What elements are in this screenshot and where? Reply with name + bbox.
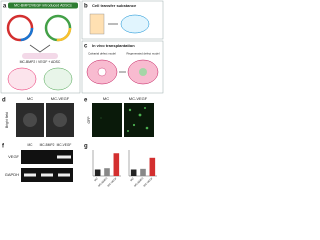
column-label: MC bbox=[27, 96, 33, 101]
row-label: GAPDH bbox=[5, 172, 19, 177]
x-tick-label: MC-BMP2 bbox=[97, 176, 109, 188]
tube bbox=[22, 53, 58, 59]
bar bbox=[94, 169, 101, 176]
figure: a MC-BMP2/VEGF introduced ADSCs MC-BMP2 … bbox=[0, 0, 164, 188]
column-label: MC-VEGF bbox=[57, 143, 72, 147]
bar bbox=[104, 168, 110, 176]
panel-label: f bbox=[2, 144, 5, 150]
band bbox=[57, 155, 71, 159]
band bbox=[24, 173, 36, 177]
title-box bbox=[8, 2, 78, 9]
bar bbox=[140, 168, 146, 176]
column-label: MC bbox=[103, 96, 109, 101]
column-label: MC bbox=[28, 143, 34, 147]
cell bbox=[43, 67, 73, 91]
cell-cluster bbox=[53, 113, 67, 127]
band bbox=[41, 173, 53, 177]
x-tick-label: MC-VEGF bbox=[106, 176, 118, 188]
caption: Regenerated defect model bbox=[127, 52, 160, 56]
column-label: MC-BMP2 bbox=[40, 143, 55, 147]
gel bbox=[21, 150, 73, 164]
panel-label: d bbox=[2, 98, 6, 104]
panel-b-frame bbox=[81, 0, 164, 40]
column-label: MC-VEGF bbox=[51, 96, 70, 101]
panel-title: In vivo transplantation bbox=[92, 43, 135, 48]
x-tick-label: MC bbox=[129, 176, 135, 182]
fluorescence bbox=[100, 107, 149, 132]
cell-cluster bbox=[23, 113, 37, 127]
panel-c-frame bbox=[81, 40, 164, 94]
micrograph bbox=[92, 103, 122, 137]
plasmid-segment bbox=[44, 14, 72, 42]
bar bbox=[149, 157, 156, 176]
cell bbox=[7, 67, 37, 91]
panel-label: a bbox=[3, 4, 7, 10]
dish bbox=[120, 14, 150, 34]
defect bbox=[97, 67, 107, 77]
tube bbox=[89, 13, 105, 35]
row-label: VEGF bbox=[8, 154, 19, 159]
micrograph bbox=[124, 103, 154, 137]
caption: Calvarial defect model bbox=[88, 52, 116, 56]
row-label: Bright field bbox=[5, 112, 9, 128]
bar bbox=[130, 169, 137, 176]
panel-title: MC-BMP2/VEGF introduced ADSCs bbox=[14, 3, 72, 7]
x-tick-label: MC-BMP2 bbox=[133, 176, 145, 188]
note: MC-BMP2 / VEGF + ADSC bbox=[20, 60, 61, 64]
panel-label: g bbox=[84, 144, 88, 150]
column-label: MC-VEGF bbox=[129, 96, 148, 101]
regenerated bbox=[139, 68, 147, 76]
arrow bbox=[29, 44, 51, 53]
band bbox=[58, 173, 70, 177]
bar bbox=[113, 153, 120, 176]
panel-label: c bbox=[84, 44, 88, 50]
x-tick-label: MC-VEGF bbox=[142, 176, 154, 188]
row-label: GFP bbox=[87, 116, 91, 124]
panel-label: b bbox=[84, 4, 88, 10]
panel-title: Cell transfer substance bbox=[92, 3, 137, 8]
panel-label: e bbox=[84, 98, 88, 104]
panel-a-frame bbox=[0, 0, 81, 94]
x-tick-label: MC bbox=[93, 176, 99, 182]
plasmid-segment bbox=[6, 14, 34, 42]
